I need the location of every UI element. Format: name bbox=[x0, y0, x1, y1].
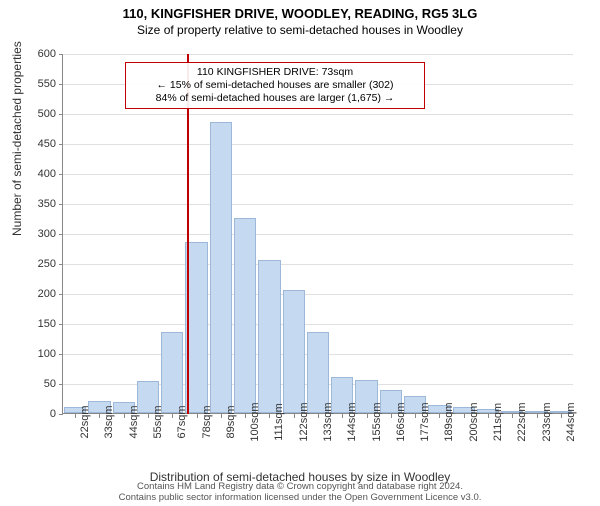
y-tick-mark bbox=[59, 414, 63, 415]
grid-line bbox=[63, 264, 573, 265]
grid-line bbox=[63, 234, 573, 235]
y-tick-mark bbox=[59, 234, 63, 235]
y-tick-mark bbox=[59, 324, 63, 325]
y-tick-label: 400 bbox=[16, 168, 56, 180]
y-tick-label: 150 bbox=[16, 318, 56, 330]
histogram-bar bbox=[234, 218, 256, 413]
y-tick-label: 550 bbox=[16, 78, 56, 90]
annotation-line: ← 15% of semi-detached houses are smalle… bbox=[132, 79, 418, 92]
x-tick-mark bbox=[221, 414, 222, 418]
grid-line bbox=[63, 174, 573, 175]
y-tick-mark bbox=[59, 204, 63, 205]
y-tick-label: 0 bbox=[16, 408, 56, 420]
x-tick-label: 211sqm bbox=[492, 403, 504, 441]
x-tick-mark bbox=[124, 414, 125, 418]
y-tick-label: 500 bbox=[16, 108, 56, 120]
y-tick-mark bbox=[59, 144, 63, 145]
y-tick-mark bbox=[59, 114, 63, 115]
y-tick-label: 300 bbox=[16, 228, 56, 240]
x-tick-mark bbox=[391, 414, 392, 418]
title-sub: Size of property relative to semi-detach… bbox=[0, 23, 600, 37]
x-tick-label: 200sqm bbox=[468, 402, 480, 441]
histogram-bar bbox=[185, 242, 207, 413]
grid-line bbox=[63, 114, 573, 115]
histogram-bar bbox=[161, 332, 183, 413]
grid-line bbox=[63, 204, 573, 205]
footer-line-2: Contains public sector information licen… bbox=[0, 493, 600, 504]
y-tick-label: 200 bbox=[16, 288, 56, 300]
x-tick-mark bbox=[245, 414, 246, 418]
annotation-line: 110 KINGFISHER DRIVE: 73sqm bbox=[132, 66, 418, 79]
x-tick-mark bbox=[342, 414, 343, 418]
y-tick-mark bbox=[59, 384, 63, 385]
footer: Contains HM Land Registry data © Crown c… bbox=[0, 482, 600, 504]
histogram-bar bbox=[210, 122, 232, 413]
x-tick-label: 233sqm bbox=[541, 402, 553, 441]
y-tick-label: 600 bbox=[16, 48, 56, 60]
annotation-line: 84% of semi-detached houses are larger (… bbox=[132, 92, 418, 105]
y-tick-mark bbox=[59, 264, 63, 265]
histogram-bar bbox=[307, 332, 329, 413]
y-tick-label: 350 bbox=[16, 198, 56, 210]
x-tick-mark bbox=[148, 414, 149, 418]
chart-area: 05010015020025030035040045050055060022sq… bbox=[62, 54, 572, 414]
annotation-box: 110 KINGFISHER DRIVE: 73sqm← 15% of semi… bbox=[125, 62, 425, 109]
y-tick-label: 450 bbox=[16, 138, 56, 150]
x-tick-mark bbox=[488, 414, 489, 418]
grid-line bbox=[63, 54, 573, 55]
grid-line bbox=[63, 294, 573, 295]
grid-line bbox=[63, 324, 573, 325]
histogram-bar bbox=[258, 260, 280, 413]
y-tick-label: 250 bbox=[16, 258, 56, 270]
x-tick-mark bbox=[75, 414, 76, 418]
x-tick-mark bbox=[415, 414, 416, 418]
x-tick-mark bbox=[269, 414, 270, 418]
y-tick-mark bbox=[59, 294, 63, 295]
x-tick-mark bbox=[172, 414, 173, 418]
x-tick-mark bbox=[439, 414, 440, 418]
x-tick-mark bbox=[464, 414, 465, 418]
x-tick-mark bbox=[99, 414, 100, 418]
y-tick-mark bbox=[59, 354, 63, 355]
x-tick-mark bbox=[537, 414, 538, 418]
x-tick-label: 222sqm bbox=[516, 402, 528, 441]
y-tick-mark bbox=[59, 84, 63, 85]
y-tick-label: 100 bbox=[16, 348, 56, 360]
x-tick-label: 244sqm bbox=[565, 402, 577, 441]
title-main: 110, KINGFISHER DRIVE, WOODLEY, READING,… bbox=[0, 6, 600, 21]
y-tick-mark bbox=[59, 54, 63, 55]
x-tick-mark bbox=[512, 414, 513, 418]
x-tick-mark bbox=[561, 414, 562, 418]
histogram-bar bbox=[283, 290, 305, 413]
x-tick-mark bbox=[197, 414, 198, 418]
grid-line bbox=[63, 144, 573, 145]
x-tick-mark bbox=[294, 414, 295, 418]
x-tick-mark bbox=[367, 414, 368, 418]
y-tick-mark bbox=[59, 174, 63, 175]
plot-region: 05010015020025030035040045050055060022sq… bbox=[62, 54, 572, 414]
x-tick-mark bbox=[318, 414, 319, 418]
y-tick-label: 50 bbox=[16, 378, 56, 390]
